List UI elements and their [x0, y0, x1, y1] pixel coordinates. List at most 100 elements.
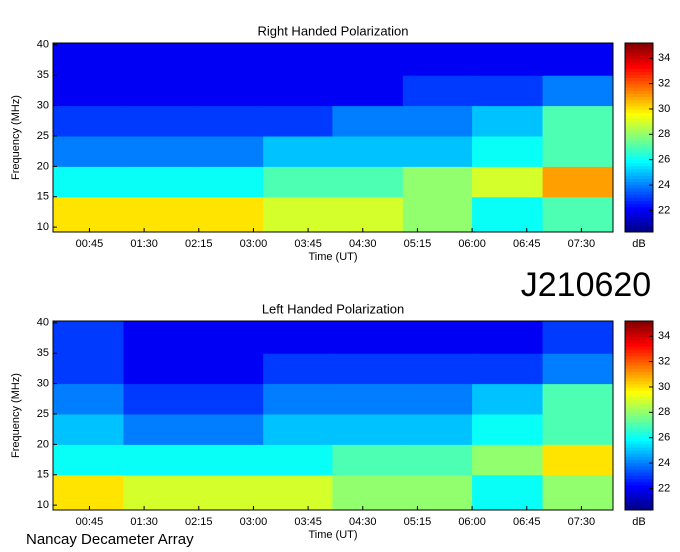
colorbar-step [625, 380, 653, 385]
colorbar-step [625, 200, 653, 205]
heat-cell [402, 474, 473, 511]
y-tick-label: 15 [37, 191, 49, 203]
colorbar-tick-label: 32 [658, 355, 670, 367]
heat-cell [402, 413, 473, 445]
colorbar-step [625, 421, 653, 426]
heat-cell [123, 413, 194, 445]
heat-cell [472, 166, 544, 198]
colorbar-step [625, 399, 653, 404]
heat-cell [263, 353, 333, 385]
colorbar-tick-label: 30 [658, 381, 670, 393]
heat-cell [192, 166, 264, 198]
colorbar-tick-label: 24 [658, 457, 670, 469]
colorbar-step [625, 409, 653, 413]
colorbar-step [625, 365, 653, 369]
heat-cell [472, 43, 544, 76]
colorbar-step [625, 93, 653, 98]
y-tick-label: 15 [37, 469, 49, 481]
y-axis-label: Frequency (MHz) [10, 373, 22, 458]
x-tick-label: 06:45 [513, 516, 541, 528]
heat-cell [263, 43, 333, 76]
colorbar-step [625, 358, 653, 363]
heat-cell [263, 196, 333, 233]
heat-cell [53, 444, 124, 476]
x-tick-label: 00:45 [76, 238, 104, 250]
x-tick-label: 01:30 [130, 238, 158, 250]
colorbar-step [625, 52, 653, 57]
colorbar-step [625, 472, 653, 476]
heat-cell [192, 135, 264, 167]
x-tick-label: 06:00 [458, 516, 486, 528]
heat-cell [542, 353, 614, 385]
x-tick-label: 04:30 [349, 238, 377, 250]
heat-cell [472, 413, 544, 445]
colorbar-step [625, 197, 653, 201]
colorbar-step [625, 181, 653, 186]
colorbar-step [625, 406, 653, 410]
colorbar-step [625, 484, 653, 489]
heat-cell [402, 135, 473, 167]
y-tick-label: 30 [37, 378, 49, 390]
colorbar-step [625, 459, 653, 464]
heat-cell [332, 413, 404, 445]
colorbar-step [625, 216, 653, 220]
heat-cell [123, 196, 194, 233]
heat-cell [402, 196, 473, 233]
heat-cell [53, 135, 124, 167]
heat-cell [472, 444, 544, 476]
y-tick-label: 25 [37, 408, 49, 420]
heat-cell [542, 196, 614, 233]
x-tick-label: 07:30 [568, 238, 596, 250]
colorbar-tick-label: 24 [658, 179, 670, 191]
heat-cell [332, 444, 404, 476]
colorbar-step [625, 58, 653, 63]
y-tick-label: 40 [37, 39, 49, 51]
colorbar-step [625, 339, 653, 344]
x-tick-label: 03:45 [294, 238, 322, 250]
colorbar-step [625, 506, 653, 511]
colorbar-tick-label: 34 [658, 330, 670, 342]
heat-cell [192, 43, 264, 76]
colorbar-step [625, 106, 653, 110]
colorbar-step [625, 481, 653, 486]
heat-cell [402, 105, 473, 137]
colorbar-step [625, 124, 653, 129]
colorbar-step [625, 203, 653, 208]
heat-cell [263, 383, 333, 415]
colorbar-step [625, 156, 653, 161]
heat-cell [402, 444, 473, 476]
heat-cell [123, 444, 194, 476]
y-tick-label: 35 [37, 69, 49, 81]
x-tick-label: 03:00 [240, 238, 268, 250]
heat-cell [472, 135, 544, 167]
heat-cell [332, 135, 404, 167]
heat-cell [332, 321, 404, 354]
x-axis-label: Time (UT) [308, 529, 357, 541]
heat-cell [192, 105, 264, 137]
colorbar-step [625, 390, 653, 394]
heat-cell [542, 444, 614, 476]
heat-cell [53, 321, 124, 354]
colorbar-tick-label: 26 [658, 432, 670, 444]
y-tick-label: 35 [37, 347, 49, 359]
heat-cell [332, 474, 404, 511]
heat-cell [402, 383, 473, 415]
heat-cell [542, 43, 614, 76]
colorbar-step [625, 443, 653, 448]
plot-frame [52, 320, 614, 511]
colorbar-step [625, 140, 653, 145]
colorbar-tick-label: 28 [658, 406, 670, 418]
heat-cell [123, 105, 194, 137]
heat-cell [53, 105, 124, 137]
heat-cell [542, 321, 614, 354]
y-axis-label: Frequency (MHz) [10, 95, 22, 180]
heat-cell [472, 383, 544, 415]
colorbar-step [625, 327, 653, 331]
heat-cell [263, 413, 333, 445]
heat-cell [542, 105, 614, 137]
colorbar-step [625, 112, 653, 116]
x-tick-label: 01:30 [130, 516, 158, 528]
colorbar-step [625, 68, 653, 72]
dataset-label: J210620 [521, 266, 651, 304]
